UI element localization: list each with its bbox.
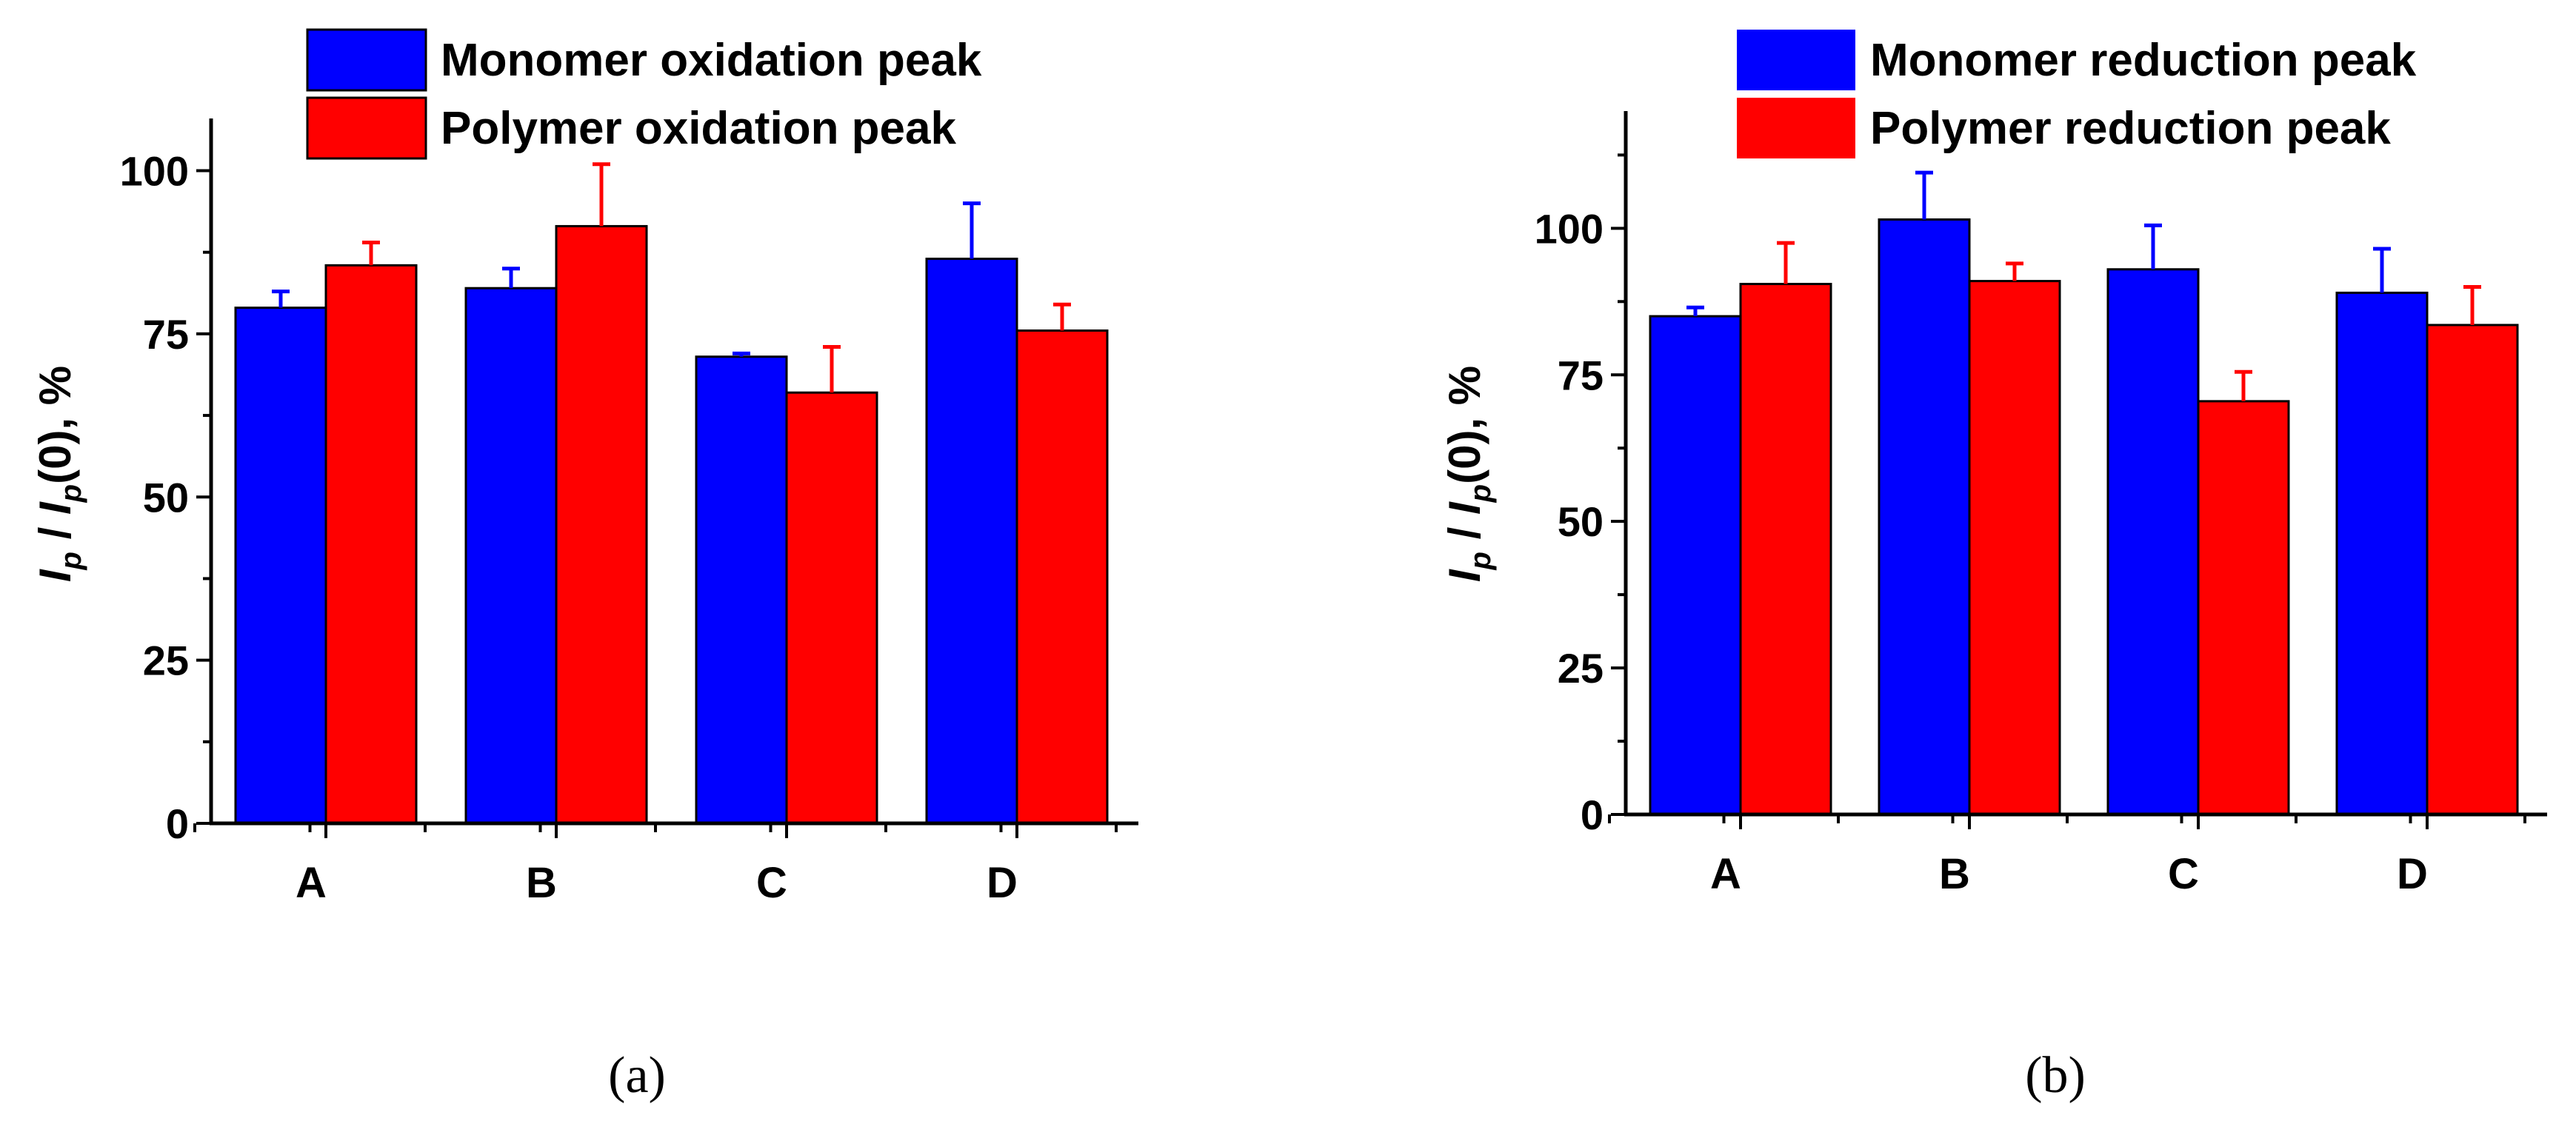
x-tick-label-b: B — [526, 859, 557, 907]
bars-group — [234, 162, 1109, 825]
bar-polymer-b — [1968, 280, 2061, 816]
legend-label-polymer: Polymer reduction peak — [1870, 103, 2391, 154]
axes-group: 0 25 50 75 100 A B C D — [120, 118, 1138, 907]
x-tick-label-a: A — [296, 859, 327, 907]
bar-polymer-b — [555, 224, 648, 825]
legend: Monomer oxidation peak Polymer oxidation… — [306, 28, 982, 160]
bar-polymer-a — [324, 264, 418, 825]
chart-panel-a: 0 25 50 75 100 A B C D Monomer oxidation peak Po… — [30, 28, 1138, 1104]
x-tick-label-c: C — [2168, 850, 2199, 898]
bar-monomer-d — [2335, 291, 2429, 816]
bar-monomer-d — [925, 258, 1018, 825]
y-tick-label: 50 — [1558, 498, 1604, 545]
bar-polymer-c — [785, 391, 878, 825]
legend-label-monomer: Monomer reduction peak — [1870, 35, 2417, 86]
legend: Monomer reduction peak Polymer reduction… — [1737, 30, 2417, 158]
y-tick-label: 25 — [1558, 645, 1604, 692]
y-tick-label: 75 — [143, 311, 189, 358]
y-tick-label: 75 — [1558, 352, 1604, 398]
y-tick-label: 100 — [1535, 205, 1604, 252]
bar-polymer-a — [1739, 283, 1832, 816]
bar-polymer-d — [2426, 324, 2519, 816]
legend-swatch-monomer — [306, 28, 427, 92]
bar-polymer-d — [1015, 329, 1109, 825]
bar-monomer-b — [1878, 218, 1971, 816]
bar-monomer-c — [2106, 268, 2200, 816]
x-tick-label-d: D — [2397, 850, 2428, 898]
chart-panel-b: 0 25 50 75 100 A B C D Monomer reduction peak Po… — [1440, 30, 2547, 1104]
y-tick-label: 100 — [120, 148, 189, 195]
axes-group: 0 25 50 75 100 A B C D — [1535, 111, 2547, 898]
legend-swatch-monomer — [1737, 30, 1855, 90]
bar-monomer-a — [1649, 315, 1742, 816]
x-tick-label-a: A — [1710, 850, 1741, 898]
bar-monomer-b — [464, 287, 558, 825]
y-tick-label: 0 — [1581, 792, 1604, 838]
y-tick-label: 50 — [143, 474, 189, 521]
panel-caption: (b) — [2025, 1047, 2086, 1104]
bar-monomer-a — [234, 307, 327, 825]
y-tick-label: 25 — [143, 638, 189, 684]
bars-group — [1649, 170, 2519, 816]
x-tick-label-c: C — [756, 859, 787, 907]
y-tick-label: 0 — [166, 800, 189, 847]
panel-caption: (a) — [608, 1047, 666, 1104]
legend-swatch-polymer — [1737, 98, 1855, 158]
legend-label-polymer: Polymer oxidation peak — [441, 103, 957, 154]
x-tick-label-b: B — [1939, 850, 1970, 898]
y-axis-label: Ip / Ip(0), % — [1440, 366, 1497, 582]
bar-monomer-c — [695, 355, 788, 825]
bar-polymer-c — [2197, 400, 2290, 816]
legend-swatch-polymer — [306, 96, 427, 160]
x-tick-label-d: D — [987, 859, 1018, 907]
y-axis-label: Ip / Ip(0), % — [30, 366, 87, 582]
legend-label-monomer: Monomer oxidation peak — [441, 35, 982, 86]
